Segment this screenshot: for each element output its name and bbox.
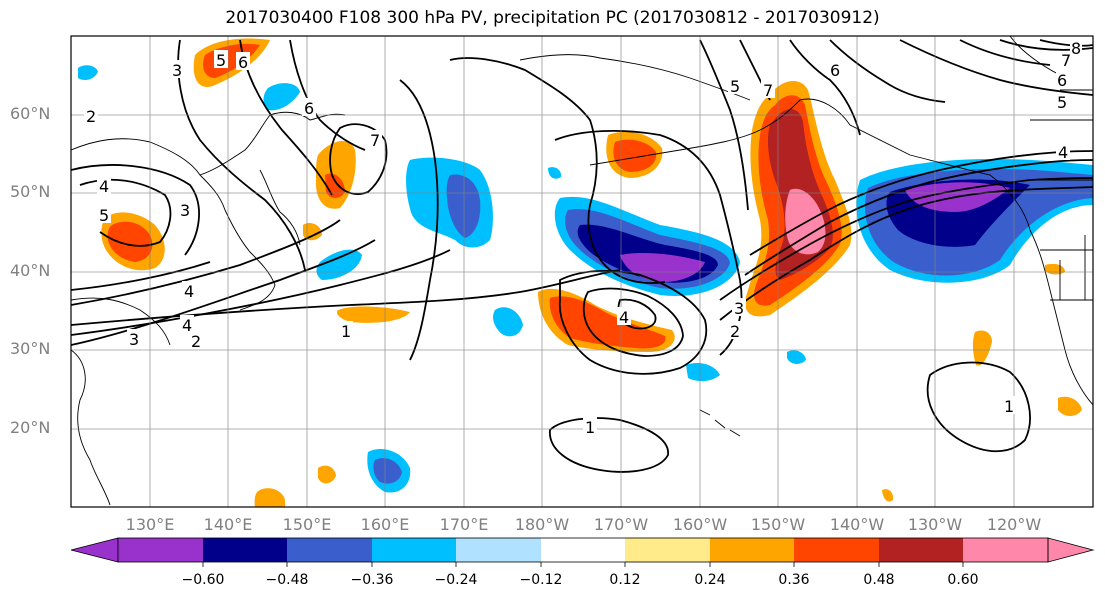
contour-label: 3 [180, 201, 190, 220]
colorbar-tick-label: 0.60 [947, 572, 979, 588]
colorbar-segment [963, 538, 1048, 562]
contour-label: 6 [830, 61, 840, 80]
colorbar-tick-label: −0.24 [434, 572, 478, 588]
contour-label: 7 [1061, 51, 1071, 70]
contour-label: 5 [216, 51, 226, 70]
lon-label: 150°E [282, 515, 332, 534]
lon-label: 170°E [439, 515, 489, 534]
contour-label: 5 [730, 77, 740, 96]
lon-label: 150°W [750, 515, 806, 534]
contour-label: 3 [734, 299, 744, 318]
colorbar-segment [625, 538, 710, 562]
lon-label: 180°W [514, 515, 570, 534]
colorbar-segment [203, 538, 287, 562]
gridlines [71, 36, 1093, 507]
lon-label: 130°W [907, 515, 963, 534]
contour-label: 2 [191, 332, 201, 351]
contour-labels: 2 3 5 6 6 7 4 5 3 4 4 3 2 1 4 3 2 5 7 6 … [84, 39, 1082, 437]
map-title: 2017030400 F108 300 hPa PV, precipitatio… [225, 8, 880, 28]
contour-label: 8 [1071, 39, 1081, 58]
coastlines [71, 36, 1093, 506]
contour-label: 7 [370, 131, 380, 150]
lon-label: 160°W [672, 515, 728, 534]
contour-label: 5 [1057, 93, 1067, 112]
contour-label: 6 [304, 99, 314, 118]
colorbar-tick-label: −0.48 [265, 572, 309, 588]
map-frame [70, 35, 1094, 508]
colorbar-segment [710, 538, 794, 562]
contour-label: 2 [730, 322, 740, 341]
colorbar-segment [794, 538, 879, 562]
colorbar-segment [372, 538, 456, 562]
lon-label: 140°E [203, 515, 253, 534]
lat-label: 30°N [10, 339, 51, 358]
colorbar-tick-label: 0.36 [778, 572, 810, 588]
contour-label: 6 [238, 53, 248, 72]
contour-label: 1 [1004, 397, 1014, 416]
colorbar-segment [456, 538, 541, 562]
contour-label: 7 [763, 81, 773, 100]
lat-label: 40°N [10, 261, 51, 280]
contour-label: 2 [86, 107, 96, 126]
contour-label: 3 [129, 330, 139, 349]
colorbar-segment [879, 538, 963, 562]
lat-label: 50°N [10, 182, 51, 201]
colorbar-arrow-right [1047, 537, 1095, 563]
lon-label: 160°E [360, 515, 410, 534]
colorbar-segment [541, 538, 625, 562]
precip-positive-central [336, 131, 675, 352]
colorbar [70, 537, 1095, 567]
colorbar-tick-label: −0.60 [181, 572, 225, 588]
colorbar-tick-label: 0.24 [694, 572, 726, 588]
lon-label: 120°W [986, 515, 1042, 534]
lat-label: 60°N [10, 104, 51, 123]
lon-label: 140°W [829, 515, 885, 534]
contour-label: 4 [184, 282, 194, 301]
colorbar-segment [118, 538, 203, 562]
contour-label: 1 [341, 322, 351, 341]
precip-negative-west-pacific [78, 65, 806, 493]
contour-label: 3 [172, 61, 182, 80]
lat-label: 20°N [10, 418, 51, 437]
colorbar-frame [117, 537, 1049, 563]
colorbar-segment [287, 538, 372, 562]
contour-label: 1 [585, 418, 595, 437]
lon-label: 130°E [125, 515, 175, 534]
precip-positive-west [101, 38, 1082, 507]
contour-label: 6 [1057, 71, 1067, 90]
colorbar-tick-label: 0.12 [609, 572, 641, 588]
contour-label: 4 [99, 177, 109, 196]
colorbar-tick-label: 0.48 [863, 572, 895, 588]
colorbar-tick-label: −0.36 [350, 572, 394, 588]
lon-label: 170°W [593, 515, 649, 534]
contour-label: 4 [619, 308, 629, 327]
contour-label: 4 [1058, 143, 1068, 162]
colorbar-tick-label: −0.12 [519, 572, 563, 588]
pv-contours [71, 39, 1093, 473]
contour-label: 5 [99, 206, 109, 225]
contour-label: 4 [182, 316, 192, 335]
colorbar-arrow-left [70, 537, 119, 563]
